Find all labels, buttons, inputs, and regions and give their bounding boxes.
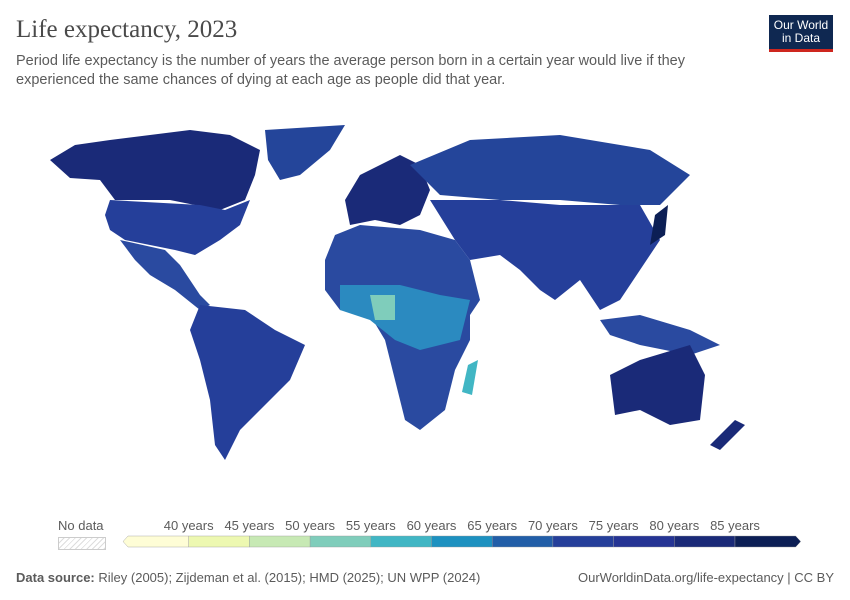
legend-bin[interactable]	[492, 535, 554, 548]
color-legend: 40 years 45 years 50 years 55 years 60 years…	[122, 518, 801, 548]
legend-tick-label: 80 years	[649, 518, 699, 533]
region-south-america[interactable]	[190, 305, 305, 460]
legend-tick-label: 60 years	[407, 518, 457, 533]
legend-tick-label: 45 years	[224, 518, 274, 533]
legend-tick-label: 85 years	[710, 518, 760, 533]
url-license[interactable]: OurWorldinData.org/life-expectancy | CC …	[577, 570, 834, 585]
region-central-america[interactable]	[120, 240, 210, 310]
legend-bin[interactable]	[552, 535, 614, 548]
legend-bin[interactable]	[674, 535, 736, 548]
legend-tick-label: 65 years	[467, 518, 517, 533]
region-usa[interactable]	[105, 200, 250, 255]
region-madagascar[interactable]	[462, 360, 478, 395]
no-data-swatch	[58, 537, 106, 550]
data-source: Data source: Riley (2005); Zijdeman et a…	[16, 570, 480, 585]
legend-tick-label: 55 years	[346, 518, 396, 533]
region-europe[interactable]	[345, 155, 430, 225]
region-asia[interactable]	[430, 200, 660, 310]
no-data-label: No data	[58, 518, 104, 533]
legend-bin[interactable]	[613, 535, 675, 548]
legend-bin[interactable]	[188, 535, 250, 548]
legend-tick-label: 70 years	[528, 518, 578, 533]
legend-tick-label: 75 years	[589, 518, 639, 533]
legend-bin[interactable]	[734, 535, 801, 548]
region-russia[interactable]	[410, 135, 690, 205]
region-japan[interactable]	[650, 205, 668, 245]
region-nigeria[interactable]	[370, 295, 395, 320]
legend-bin[interactable]	[309, 535, 372, 548]
subtitle: Period life expectancy is the number of …	[16, 53, 685, 88]
legend-tick-label: 50 years	[285, 518, 335, 533]
region-canada-alaska[interactable]	[50, 130, 260, 210]
legend-tick-label: 40 years	[164, 518, 214, 533]
world-map[interactable]	[0, 110, 850, 510]
region-se-asia-islands[interactable]	[600, 315, 720, 355]
page-title: Life expectancy, 2023	[16, 16, 238, 43]
region-greenland[interactable]	[265, 125, 345, 180]
source-label: Data source:	[16, 570, 95, 585]
legend-bin[interactable]	[370, 535, 432, 548]
legend-bin[interactable]	[122, 535, 189, 548]
legend-bin[interactable]	[249, 535, 311, 548]
source-text: Riley (2005); Zijdeman et al. (2015); HM…	[98, 570, 481, 585]
region-australia[interactable]	[610, 345, 705, 425]
owid-logo[interactable]: Our World in Data	[769, 15, 833, 52]
region-new-zealand[interactable]	[710, 420, 745, 450]
legend-bin[interactable]	[431, 535, 493, 548]
